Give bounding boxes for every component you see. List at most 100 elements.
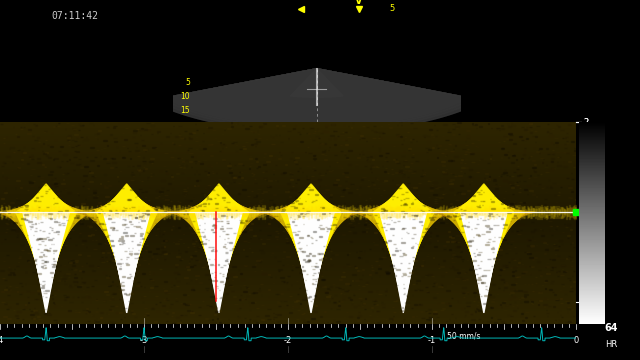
Polygon shape xyxy=(336,179,339,180)
Polygon shape xyxy=(8,212,84,261)
Polygon shape xyxy=(502,148,504,149)
Polygon shape xyxy=(275,236,278,237)
Polygon shape xyxy=(252,131,255,132)
Polygon shape xyxy=(570,291,573,292)
Polygon shape xyxy=(256,260,260,261)
Polygon shape xyxy=(567,224,570,225)
Polygon shape xyxy=(87,196,90,197)
Polygon shape xyxy=(299,272,302,273)
Text: -2: -2 xyxy=(284,336,292,345)
Polygon shape xyxy=(454,269,458,270)
Polygon shape xyxy=(295,157,299,158)
Polygon shape xyxy=(493,180,496,181)
Polygon shape xyxy=(137,264,140,265)
Polygon shape xyxy=(15,315,17,316)
Polygon shape xyxy=(308,138,312,139)
Polygon shape xyxy=(306,255,309,256)
Polygon shape xyxy=(342,234,345,235)
Polygon shape xyxy=(451,237,454,238)
Polygon shape xyxy=(192,69,442,117)
Polygon shape xyxy=(442,165,445,166)
Polygon shape xyxy=(12,195,81,212)
Polygon shape xyxy=(10,212,82,265)
Polygon shape xyxy=(229,242,232,243)
Polygon shape xyxy=(311,318,314,319)
Polygon shape xyxy=(89,265,93,266)
Polygon shape xyxy=(166,199,170,200)
Polygon shape xyxy=(272,212,350,257)
Polygon shape xyxy=(490,201,495,202)
Polygon shape xyxy=(426,319,430,320)
Polygon shape xyxy=(435,212,532,229)
Polygon shape xyxy=(0,209,95,212)
Polygon shape xyxy=(549,169,553,170)
Polygon shape xyxy=(205,318,208,319)
Polygon shape xyxy=(102,185,152,212)
Polygon shape xyxy=(76,211,177,212)
Polygon shape xyxy=(568,161,571,162)
Polygon shape xyxy=(368,291,372,292)
Polygon shape xyxy=(227,165,230,166)
Polygon shape xyxy=(449,195,518,212)
Polygon shape xyxy=(571,141,574,142)
Polygon shape xyxy=(191,189,247,212)
Polygon shape xyxy=(278,193,344,212)
Polygon shape xyxy=(266,208,269,209)
Polygon shape xyxy=(331,323,333,324)
Polygon shape xyxy=(34,258,37,259)
Polygon shape xyxy=(360,135,364,136)
Polygon shape xyxy=(243,69,390,97)
Polygon shape xyxy=(456,189,512,212)
Polygon shape xyxy=(563,271,566,272)
Polygon shape xyxy=(253,320,256,321)
Polygon shape xyxy=(292,212,330,313)
Polygon shape xyxy=(451,193,517,212)
Polygon shape xyxy=(199,241,202,242)
Polygon shape xyxy=(84,203,170,212)
Polygon shape xyxy=(333,184,337,185)
Polygon shape xyxy=(388,240,392,241)
Polygon shape xyxy=(93,197,97,198)
Polygon shape xyxy=(154,197,158,198)
Polygon shape xyxy=(287,184,335,212)
Polygon shape xyxy=(107,201,109,202)
Polygon shape xyxy=(435,209,532,212)
Polygon shape xyxy=(7,292,10,293)
Polygon shape xyxy=(237,317,241,318)
Polygon shape xyxy=(198,235,202,236)
Polygon shape xyxy=(364,220,368,221)
Polygon shape xyxy=(179,212,259,253)
Polygon shape xyxy=(372,192,435,212)
Polygon shape xyxy=(458,175,461,176)
Polygon shape xyxy=(152,147,156,148)
Polygon shape xyxy=(6,295,10,296)
Polygon shape xyxy=(127,199,130,200)
Polygon shape xyxy=(8,198,84,212)
Polygon shape xyxy=(74,217,78,218)
Polygon shape xyxy=(459,277,462,278)
Polygon shape xyxy=(136,226,140,227)
Polygon shape xyxy=(48,239,52,240)
Polygon shape xyxy=(192,187,246,212)
Polygon shape xyxy=(433,313,438,314)
Polygon shape xyxy=(93,212,160,273)
Polygon shape xyxy=(68,310,71,311)
Polygon shape xyxy=(370,212,436,273)
Polygon shape xyxy=(128,150,131,151)
Polygon shape xyxy=(229,285,233,286)
Polygon shape xyxy=(468,240,473,241)
Polygon shape xyxy=(364,200,443,212)
Polygon shape xyxy=(184,195,253,212)
Polygon shape xyxy=(289,212,333,305)
Polygon shape xyxy=(519,136,522,137)
Polygon shape xyxy=(74,140,77,141)
Polygon shape xyxy=(93,190,96,191)
Polygon shape xyxy=(449,212,518,269)
Polygon shape xyxy=(193,255,196,256)
Polygon shape xyxy=(320,143,324,144)
Polygon shape xyxy=(161,242,164,243)
Polygon shape xyxy=(74,197,77,198)
Polygon shape xyxy=(207,198,211,199)
Polygon shape xyxy=(434,186,437,187)
Polygon shape xyxy=(30,314,35,315)
